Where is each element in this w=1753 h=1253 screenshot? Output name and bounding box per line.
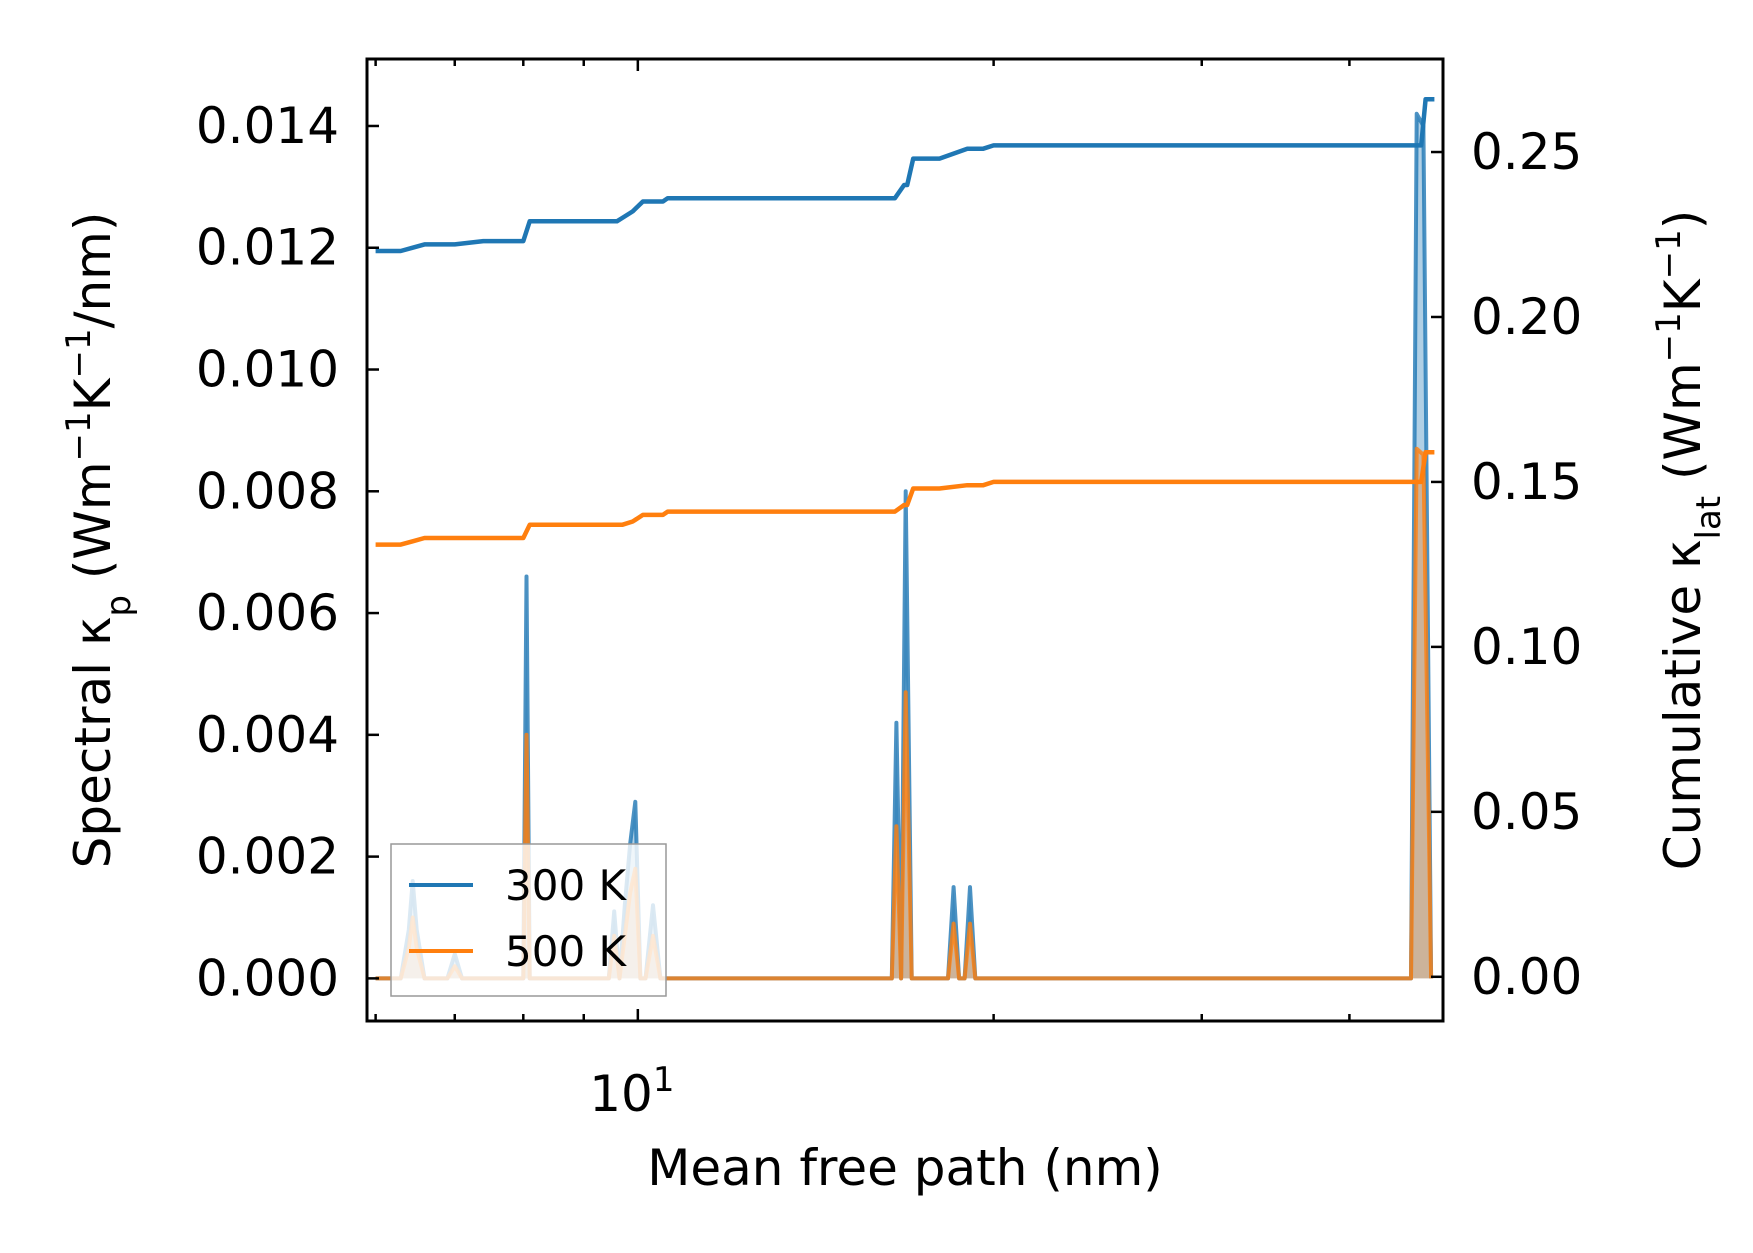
x-axis-label: Mean free path (nm) (647, 1139, 1163, 1197)
legend-label-300k: 300 K (505, 861, 628, 910)
y-right-tick-label: 0.10 (1471, 618, 1582, 676)
y-left-tick-label: 0.014 (196, 97, 339, 155)
legend: 300 K 500 K (390, 843, 667, 997)
y-right-tick-label: 0.20 (1471, 288, 1582, 346)
cumulative-line-300k (375, 96, 1435, 254)
y-left-tick-label: 0.010 (196, 341, 339, 399)
y-right-axis-label: Cumulative κlat (Wm−1K−1) (1649, 210, 1729, 870)
y-right-tick-label: 0.00 (1471, 948, 1582, 1006)
legend-box (390, 843, 667, 997)
y-right-tick-label: 0.25 (1471, 123, 1582, 181)
tick-layer: 0.000 0.002 0.004 0.006 0.008 0.010 0.012 0.014… (196, 59, 1582, 1123)
y-left-tick-label: 0.004 (196, 706, 339, 764)
y-right-tick-label: 0.05 (1471, 783, 1582, 841)
y-left-tick-label: 0.000 (196, 949, 339, 1007)
y-left-tick-label: 0.008 (196, 462, 339, 520)
y-left-tick-label: 0.006 (196, 584, 339, 642)
y-left-tick-label: 0.002 (196, 828, 339, 886)
y-right-tick-label: 0.15 (1471, 453, 1582, 511)
y-left-tick-label: 0.012 (196, 219, 339, 277)
y-left-axis-label: Spectral κp (Wm−1K−1/nm) (59, 212, 139, 869)
cumulative-line-500k (375, 449, 1435, 547)
legend-label-500k: 500 K (505, 927, 628, 976)
x-tick-label: 101 (589, 1060, 674, 1123)
plot-frame (365, 57, 1445, 1023)
